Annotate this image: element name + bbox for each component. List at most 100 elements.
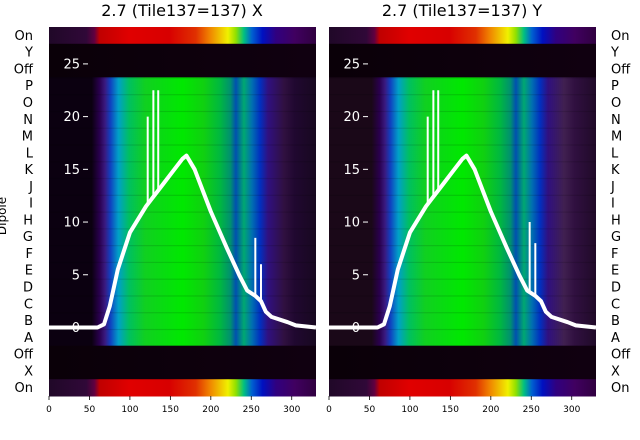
row-label: M bbox=[22, 130, 33, 145]
heatmap-row-divider bbox=[329, 110, 596, 113]
row-label: X bbox=[24, 364, 33, 379]
heatmap-row-y bbox=[329, 43, 596, 62]
heatmap-row-i bbox=[329, 194, 596, 212]
heatmap-row-divider bbox=[329, 94, 596, 96]
overlay-lines bbox=[329, 90, 597, 330]
x-axis: 0 50 100 150 200 250 300 bbox=[326, 396, 581, 415]
heatmap-row-on bbox=[329, 379, 596, 397]
heatmap-row-b bbox=[49, 312, 316, 330]
overlay-y-tick-label: 5 bbox=[352, 268, 360, 283]
heatmap-row-j bbox=[49, 177, 316, 196]
heatmap-row-divider bbox=[49, 77, 316, 79]
row-label: A bbox=[611, 331, 620, 346]
heatmap-row-p bbox=[329, 77, 596, 95]
x-tick-label: 150 bbox=[442, 405, 459, 415]
heatmap-row-on bbox=[49, 27, 316, 45]
row-label: A bbox=[24, 331, 33, 346]
overlay-y-tick-label: 25 bbox=[343, 57, 360, 72]
heatmap-panel-x: 2.7 (Tile137=137) X OnYOffPONMLKJIHGFEDC… bbox=[0, 1, 317, 415]
row-label: Off bbox=[611, 348, 631, 363]
x-tick-label: 50 bbox=[364, 405, 376, 415]
heatmap-row-divider bbox=[49, 312, 316, 314]
overlay-y-tick-label: 5 bbox=[72, 268, 80, 283]
overlay-y-tick-label: 25 bbox=[63, 57, 80, 72]
row-label: E bbox=[611, 264, 619, 279]
row-label: P bbox=[611, 79, 619, 94]
heatmap-row-g bbox=[329, 228, 596, 246]
heatmap-row-divider bbox=[49, 110, 316, 113]
heatmap-row-m bbox=[329, 127, 596, 145]
heatmap-row-divider bbox=[49, 194, 316, 196]
row-label: G bbox=[23, 230, 33, 245]
heatmap-row-o bbox=[49, 94, 316, 112]
heatmap-row-n bbox=[329, 110, 596, 129]
heatmap-row-divider bbox=[329, 245, 596, 247]
x-tick-label: 150 bbox=[162, 405, 179, 415]
overlay-line bbox=[329, 153, 597, 330]
heatmap-row-divider bbox=[329, 261, 596, 264]
row-label: On bbox=[611, 29, 629, 44]
heatmap-row-d bbox=[329, 278, 596, 296]
heatmap-row-j bbox=[329, 177, 596, 196]
row-label: E bbox=[25, 264, 33, 279]
x-axis: 0 50 100 150 200 250 300 bbox=[46, 396, 301, 415]
heatmap-row-off bbox=[329, 345, 596, 363]
row-label: H bbox=[23, 213, 33, 228]
heatmap-row-off bbox=[49, 60, 316, 78]
heatmap-row-i bbox=[49, 194, 316, 212]
heatmap-row-divider bbox=[49, 127, 316, 129]
row-label: B bbox=[611, 314, 620, 329]
heatmap-row-off bbox=[329, 60, 596, 78]
heatmap-row-divider bbox=[329, 211, 596, 213]
row-label: L bbox=[611, 146, 619, 161]
heatmap-row-x bbox=[329, 362, 596, 380]
overlay-y-tick-label: 20 bbox=[63, 110, 80, 125]
overlay-y-tick-label: 20 bbox=[343, 110, 360, 125]
heatmap-row-divider bbox=[329, 177, 596, 180]
row-label: G bbox=[611, 230, 621, 245]
heatmap-row-e bbox=[49, 261, 316, 280]
y-axis-label: Dipole bbox=[0, 197, 9, 235]
x-tick-label: 200 bbox=[202, 405, 219, 415]
row-label: D bbox=[611, 280, 621, 295]
row-label: F bbox=[26, 247, 33, 262]
x-tick-label: 0 bbox=[326, 405, 332, 415]
heatmap-row-f bbox=[329, 245, 596, 263]
heatmap-row-a bbox=[329, 328, 596, 347]
heatmap-row-divider bbox=[49, 295, 316, 297]
row-label: Off bbox=[14, 62, 34, 77]
heatmap-row-divider bbox=[49, 245, 316, 247]
heatmap-row-divider bbox=[49, 177, 316, 180]
heatmap-row-divider bbox=[329, 295, 596, 297]
heatmap-row-divider bbox=[329, 328, 596, 331]
heatmap-row-divider bbox=[49, 144, 316, 146]
heatmap-row-o bbox=[329, 94, 596, 112]
row-label: B bbox=[24, 314, 33, 329]
heatmap-row-divider bbox=[329, 127, 596, 129]
heatmap-row-h bbox=[49, 211, 316, 229]
heatmap-row-c bbox=[329, 295, 596, 313]
heatmap-row-divider bbox=[329, 194, 596, 196]
row-label: On bbox=[15, 381, 33, 396]
row-label: K bbox=[611, 163, 620, 178]
heatmap-row-b bbox=[329, 312, 596, 330]
x-tick-label: 200 bbox=[482, 405, 499, 415]
heatmap-row-k bbox=[329, 161, 596, 179]
heatmap-row-divider bbox=[329, 228, 596, 230]
heatmap-row-n bbox=[49, 110, 316, 129]
overlay-y-tick-label: 15 bbox=[63, 163, 80, 178]
overlay-line bbox=[49, 153, 317, 330]
heatmap-bands bbox=[49, 27, 316, 397]
overlay-y-tick-label: 15 bbox=[343, 163, 360, 178]
row-label: D bbox=[23, 280, 33, 295]
row-label: C bbox=[611, 297, 620, 312]
heatmap-row-divider bbox=[49, 328, 316, 331]
row-label: J bbox=[28, 180, 33, 195]
row-label: I bbox=[29, 197, 33, 212]
heatmap-row-divider bbox=[329, 77, 596, 79]
heatmap-row-on bbox=[49, 379, 316, 397]
overlay-lines bbox=[49, 90, 317, 330]
